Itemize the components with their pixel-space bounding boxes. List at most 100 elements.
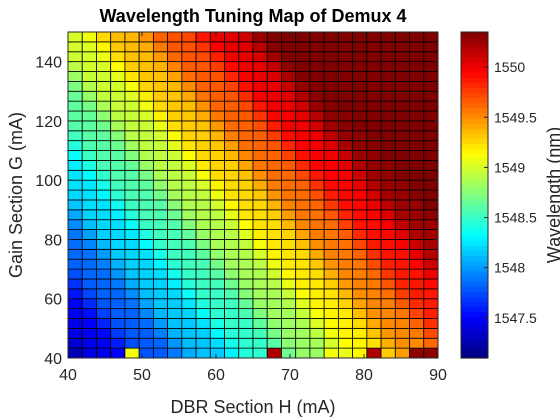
heatmap-cell	[152, 258, 169, 270]
heatmap-cell	[138, 327, 154, 339]
heatmap-cell	[252, 31, 268, 43]
colorbar-segment	[461, 296, 488, 303]
heatmap-cell	[323, 100, 339, 112]
heatmap-cell	[409, 229, 425, 240]
heatmap-cell	[96, 229, 112, 240]
heatmap-cell	[323, 90, 339, 102]
heatmap-cell	[380, 31, 396, 43]
heatmap-cell	[380, 189, 396, 201]
heatmap-cell	[281, 71, 297, 82]
colorbar-label: Wavelength (nm)	[544, 127, 560, 263]
colorbar-segment	[461, 261, 488, 267]
heatmap-cell	[337, 219, 354, 230]
heatmap-cell	[124, 71, 140, 82]
heatmap-cell	[394, 160, 410, 171]
heatmap-cell	[323, 31, 339, 43]
heatmap-cell	[295, 298, 311, 310]
heatmap-cell	[323, 80, 339, 92]
heatmap-cell	[96, 189, 112, 201]
heatmap-cell	[124, 337, 140, 349]
heatmap-cell	[67, 61, 83, 72]
heatmap-cell	[238, 189, 254, 201]
heatmap-cell	[110, 150, 126, 161]
heatmap-cell	[238, 268, 254, 280]
colorbar-segment	[461, 322, 488, 329]
heatmap-cell	[238, 140, 254, 151]
heatmap-cell	[352, 258, 368, 270]
heatmap-cell	[281, 31, 297, 43]
colorbar-tick-label: 1549.5	[494, 109, 537, 125]
heatmap-cell	[167, 31, 183, 43]
heatmap-cell	[394, 327, 410, 339]
heatmap-cell	[352, 130, 368, 142]
heatmap-cell	[181, 61, 197, 72]
heatmap-cell	[366, 347, 382, 359]
heatmap-cell	[423, 51, 439, 63]
heatmap-cell	[309, 258, 325, 270]
heatmap-cell	[423, 100, 439, 112]
heatmap-cell	[209, 229, 225, 240]
heatmap-cell	[152, 61, 169, 72]
heatmap-cell	[195, 90, 211, 102]
heatmap-cell	[181, 120, 197, 132]
heatmap-cell	[81, 41, 97, 53]
heatmap-cell	[394, 100, 410, 112]
heatmap-cell	[67, 209, 83, 221]
heatmap-cell	[238, 308, 254, 319]
heatmap-cell	[224, 31, 240, 43]
heatmap-cell	[423, 120, 439, 132]
heatmap-cell	[423, 41, 439, 53]
heatmap-cell	[238, 229, 254, 240]
heatmap-cell	[238, 248, 254, 260]
heatmap-cell	[252, 150, 268, 161]
heatmap-cell	[337, 140, 354, 151]
heatmap-cell	[380, 248, 396, 260]
heatmap-cell	[366, 248, 382, 260]
heatmap-cell	[266, 229, 282, 240]
heatmap-cell	[352, 110, 368, 122]
heatmap-cell	[167, 199, 183, 211]
heatmap-cell	[309, 80, 325, 92]
heatmap-cell	[152, 150, 169, 161]
heatmap-cell	[138, 239, 154, 250]
heatmap-cell	[224, 347, 240, 359]
heatmap-cell	[181, 51, 197, 63]
heatmap-cell	[110, 71, 126, 82]
heatmap-cell	[380, 80, 396, 92]
heatmap-cell	[238, 150, 254, 161]
heatmap-cell	[394, 268, 410, 280]
heatmap-cell	[81, 189, 97, 201]
heatmap-cell	[352, 327, 368, 339]
heatmap-cell	[366, 318, 382, 329]
heatmap-cell	[167, 278, 183, 290]
heatmap-cell	[96, 337, 112, 349]
colorbar-segment	[461, 337, 488, 344]
heatmap-cell	[423, 189, 439, 201]
heatmap-cell	[295, 61, 311, 72]
heatmap-cell	[181, 239, 197, 250]
heatmap-cell	[309, 189, 325, 201]
heatmap-cell	[224, 150, 240, 161]
heatmap-cell	[337, 90, 354, 102]
heatmap-cell	[281, 179, 297, 191]
heatmap-cell	[224, 179, 240, 191]
heatmap-cell	[181, 209, 197, 221]
y-axis: 40 60 80 100 120 140	[35, 55, 438, 368]
heatmap-cell	[138, 278, 154, 290]
heatmap-cell	[110, 258, 126, 270]
heatmap-cell	[409, 100, 425, 112]
heatmap-cell	[352, 199, 368, 211]
colorbar-tick-label: 1549	[494, 159, 525, 175]
heatmap-cell	[366, 189, 382, 201]
heatmap-cell	[380, 169, 396, 181]
heatmap-cell	[224, 278, 240, 290]
heatmap-cell	[337, 347, 354, 359]
heatmap-cell	[337, 160, 354, 171]
heatmap-cell	[224, 169, 240, 181]
heatmap-cell	[181, 130, 197, 142]
heatmap-cell	[96, 61, 112, 72]
colorbar-segment	[461, 62, 488, 69]
heatmap-cell	[366, 80, 382, 92]
heatmap-cell	[167, 327, 183, 339]
heatmap-cell	[195, 61, 211, 72]
